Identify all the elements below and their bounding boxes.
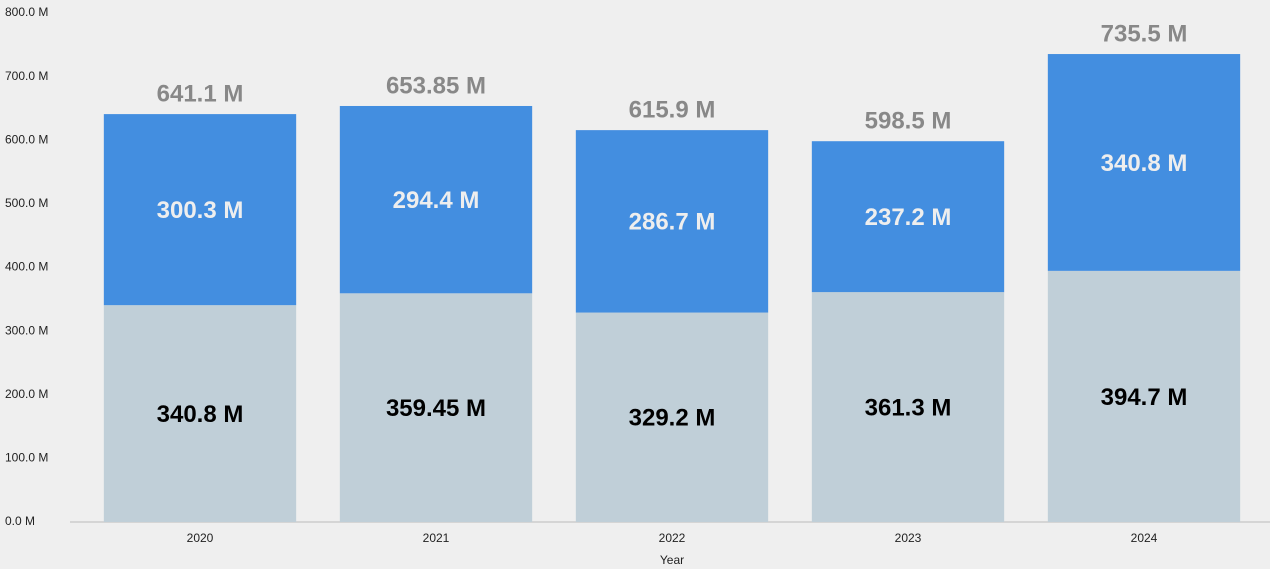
segment-label: 237.2 M — [865, 204, 952, 231]
bar-segment — [575, 130, 769, 313]
segment-label: 340.8 M — [157, 401, 244, 428]
total-label: 641.1 M — [157, 80, 244, 107]
y-tick-label: 700.0 M — [5, 69, 48, 83]
total-label: 598.5 M — [865, 108, 952, 135]
bar-segment — [811, 141, 1005, 293]
segment-label: 340.8 M — [1101, 150, 1188, 177]
bar-segment — [811, 292, 1005, 522]
y-tick-label: 300.0 M — [5, 323, 48, 337]
segment-label: 286.7 M — [629, 209, 716, 236]
y-tick-label: 800.0 M — [5, 5, 48, 19]
total-label: 653.85 M — [386, 72, 486, 99]
bar-segment — [339, 105, 533, 294]
x-tick-label: 2021 — [423, 531, 450, 545]
y-tick-label: 600.0 M — [5, 132, 48, 146]
segment-label: 359.45 M — [386, 395, 486, 422]
x-tick-label: 2024 — [1131, 531, 1158, 545]
bar-segment — [575, 312, 769, 522]
total-label: 735.5 M — [1101, 20, 1188, 47]
x-tick-label: 2020 — [187, 531, 214, 545]
x-tick-label: 2023 — [895, 531, 922, 545]
y-tick-label: 100.0 M — [5, 451, 48, 465]
x-axis-label: Year — [660, 553, 684, 567]
y-tick-label: 0.0 M — [5, 514, 35, 528]
segment-label: 361.3 M — [865, 394, 952, 421]
bar-segment — [103, 114, 297, 306]
segment-label: 300.3 M — [157, 197, 244, 224]
bar-segment — [1047, 54, 1241, 271]
y-tick-label: 200.0 M — [5, 387, 48, 401]
y-tick-label: 400.0 M — [5, 260, 48, 274]
x-tick-label: 2022 — [659, 531, 686, 545]
segment-label: 294.4 M — [393, 187, 480, 214]
total-label: 615.9 M — [629, 96, 716, 123]
bar-segment — [1047, 270, 1241, 522]
y-tick-label: 500.0 M — [5, 196, 48, 210]
bar-segment — [339, 293, 533, 522]
segment-label: 329.2 M — [629, 405, 716, 432]
bar-segment — [103, 305, 297, 522]
segment-label: 394.7 M — [1101, 384, 1188, 411]
